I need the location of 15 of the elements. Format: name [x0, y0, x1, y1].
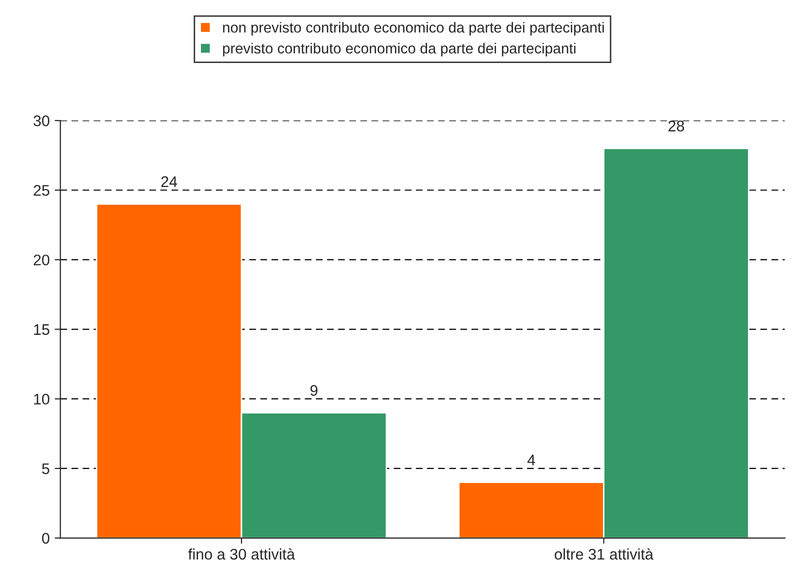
y-tick-label: 30 [34, 115, 50, 126]
y-tick-label: 0 [42, 532, 50, 544]
legend-label: previsto contributo economico da parte dei partecipanti [223, 42, 576, 56]
data-label: 4 [527, 454, 536, 466]
x-tick-label: oltre 31 attività [554, 548, 654, 560]
x-tick-label: fino a 30 attività [188, 548, 296, 560]
y-tick-label: 25 [34, 184, 50, 196]
data-label: 24 [161, 176, 178, 187]
y-tick-label: 15 [34, 324, 50, 335]
data-label: 9 [310, 385, 318, 396]
y-tick-label: 5 [42, 463, 50, 474]
y-tick-label: 10 [34, 394, 50, 405]
legend-label: non previsto contributo economico da parte dei partecipanti [223, 22, 604, 36]
y-tick-label: 20 [34, 254, 50, 266]
data-label: 28 [668, 120, 684, 132]
